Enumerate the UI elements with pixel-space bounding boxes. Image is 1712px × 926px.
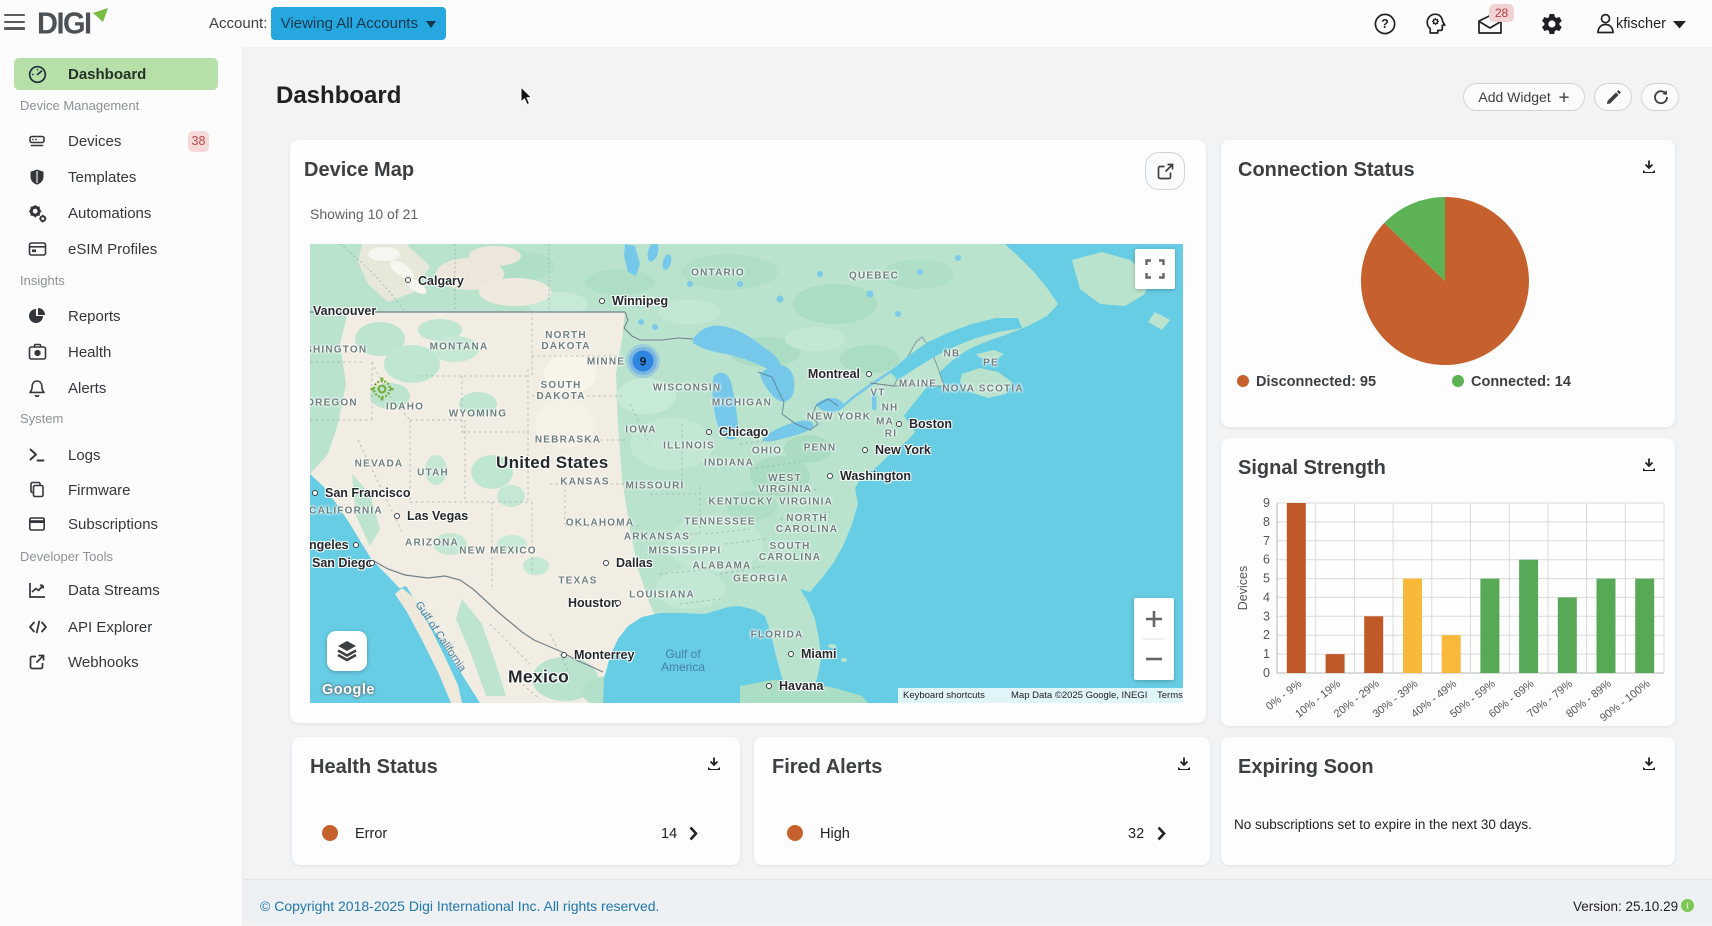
svg-text:7: 7: [1263, 534, 1270, 548]
svg-text:3: 3: [1263, 609, 1270, 623]
svg-text:i: i: [1686, 901, 1689, 911]
svg-text:5: 5: [1263, 572, 1270, 586]
svg-text:4: 4: [1263, 590, 1270, 604]
svg-text:2: 2: [1263, 628, 1270, 642]
svg-text:6: 6: [1263, 553, 1270, 567]
svg-text:0: 0: [1263, 666, 1270, 680]
svg-text:1: 1: [1263, 647, 1270, 661]
svg-text:9: 9: [640, 355, 647, 369]
svg-text:8: 8: [1263, 515, 1270, 529]
svg-text:?: ?: [1381, 17, 1389, 31]
svg-text:Devices: Devices: [1236, 566, 1250, 610]
svg-text:9: 9: [1263, 496, 1270, 510]
